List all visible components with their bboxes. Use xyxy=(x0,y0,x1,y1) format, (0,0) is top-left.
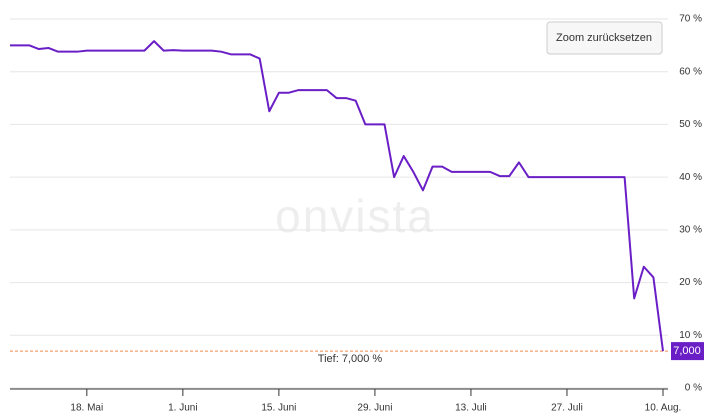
x-tick-label: 13. Juli xyxy=(455,403,487,414)
x-tick-label: 15. Juni xyxy=(261,403,296,414)
line xyxy=(10,40,664,352)
y-tick-label: 20 % xyxy=(679,277,702,288)
x-tick-label: 10. Aug. xyxy=(645,403,682,414)
x-tick-label: 18. Mai xyxy=(70,403,103,414)
y-tick-label: 30 % xyxy=(679,224,702,235)
button-label[interactable]: Zoom zurücksetzen xyxy=(556,32,652,44)
low-label: Tief: 7,000 % xyxy=(318,353,383,365)
last-value-label: 7,000 xyxy=(673,345,701,357)
y-tick-label: 10 % xyxy=(679,330,702,341)
y-tick-label: 50 % xyxy=(679,119,702,130)
button-frame[interactable] xyxy=(546,21,663,55)
watermark: onvista xyxy=(275,190,435,242)
x-tick-label: 1. Juni xyxy=(168,403,197,414)
y-tick-label: 60 % xyxy=(679,66,702,77)
y-tick-label: 0 % xyxy=(685,383,702,394)
x-tick-label: 27. Juli xyxy=(551,403,583,414)
y-tick-label: 70 % xyxy=(679,14,702,25)
y-tick-label: 40 % xyxy=(679,172,702,183)
x-tick-label: 29. Juni xyxy=(357,403,392,414)
zoom-button[interactable]: Zoom zurücksetzen xyxy=(546,21,663,55)
last-value-box xyxy=(671,342,704,361)
